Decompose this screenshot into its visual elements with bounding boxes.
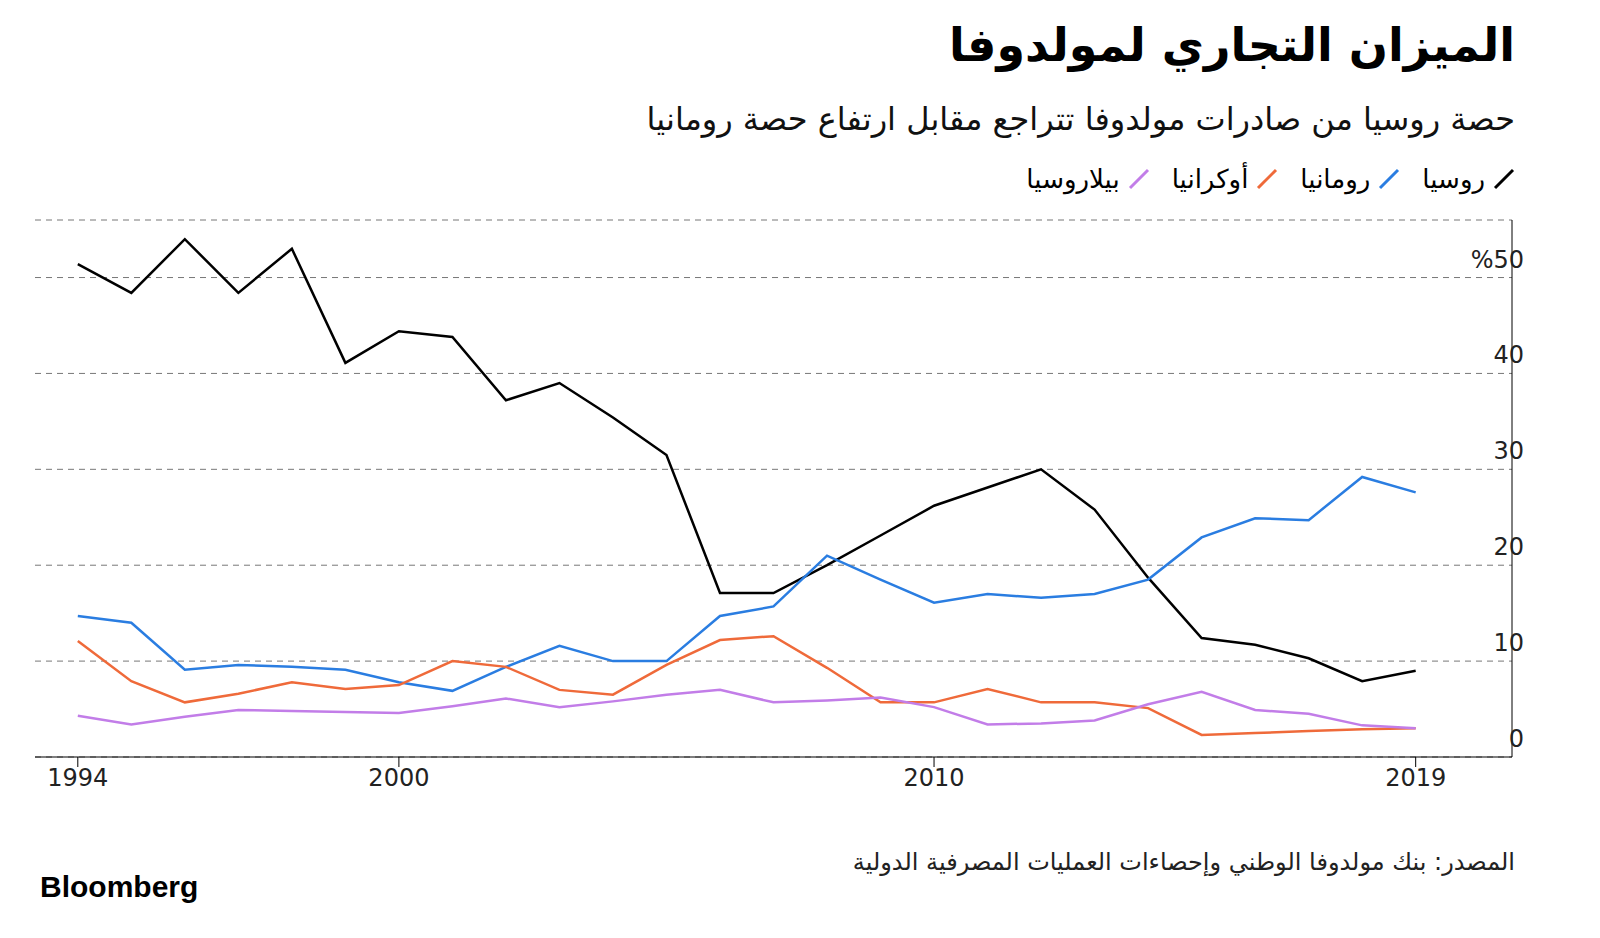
svg-text:2010: 2010 [904, 764, 965, 792]
svg-text:40: 40 [1493, 341, 1524, 369]
html-text:Bloomberg: Bloomberg [40, 870, 199, 903]
svg-text:20: 20 [1493, 533, 1524, 561]
html-text:أوكرانيا: أوكرانيا [1171, 164, 1249, 194]
svg-text:1994: 1994 [47, 764, 108, 792]
html-text:المصدر: بنك مولدوفا الوطني وإح: المصدر: بنك مولدوفا الوطني وإحصاءات العم… [852, 848, 1515, 876]
html-text:روسيا: روسيا [1422, 164, 1485, 194]
html-text:رومانيا: رومانيا [1300, 164, 1371, 194]
svg-text:0: 0 [1509, 725, 1524, 753]
html-text:الميزان التجاري لمولدوفا: الميزان التجاري لمولدوفا [949, 18, 1515, 72]
svg-text:2019: 2019 [1385, 764, 1446, 792]
svg-text:%50: %50 [1471, 246, 1524, 274]
svg-text:10: 10 [1493, 629, 1524, 657]
html-text:بيلاروسيا: بيلاروسيا [1026, 164, 1120, 194]
svg-text:30: 30 [1493, 437, 1524, 465]
html-text:حصة روسيا من صادرات مولدوفا تت: حصة روسيا من صادرات مولدوفا تتراجع مقابل… [646, 100, 1515, 138]
svg-text:2000: 2000 [368, 764, 429, 792]
